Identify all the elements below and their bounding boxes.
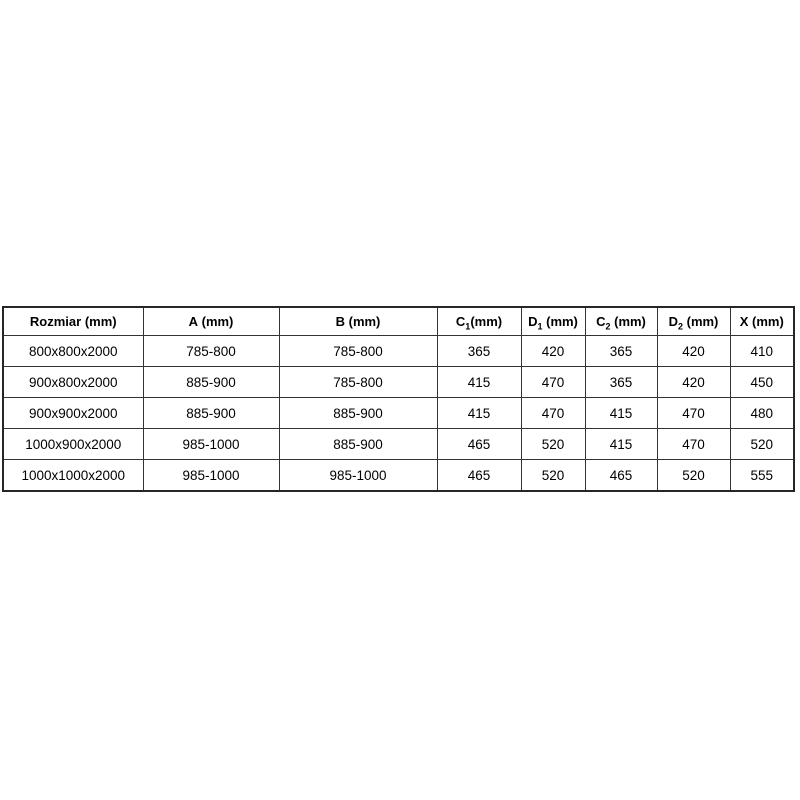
header-text: C xyxy=(596,314,606,329)
table-row: 1000x900x2000 985-1000 885-900 465 520 4… xyxy=(2,428,795,460)
header-subscript: 2 xyxy=(677,321,683,332)
table-cell-b: 885-900 xyxy=(278,397,438,429)
table-cell-rozmiar: 900x800x2000 xyxy=(2,366,144,398)
table-cell-c2: 365 xyxy=(584,335,658,367)
table-cell-x: 410 xyxy=(729,335,795,367)
table-row: 900x900x2000 885-900 885-900 415 470 415… xyxy=(2,397,795,429)
table-row: 900x800x2000 885-900 785-800 415 470 365… xyxy=(2,366,795,398)
table-cell-a: 885-900 xyxy=(142,397,280,429)
table-cell-a: 785-800 xyxy=(142,335,280,367)
header-subscript: 1 xyxy=(537,321,543,332)
header-text: X xyxy=(739,314,749,329)
table-cell-d2: 420 xyxy=(656,366,731,398)
table-cell-rozmiar: 800x800x2000 xyxy=(2,335,144,367)
column-header-c2: C2 (mm) xyxy=(584,306,658,336)
column-header-x: X (mm) xyxy=(729,306,795,336)
column-header-b: B (mm) xyxy=(278,306,438,336)
header-text: (mm) xyxy=(683,314,719,329)
table-cell-d1: 470 xyxy=(520,366,586,398)
table-cell-a: 985-1000 xyxy=(142,459,280,492)
table-cell-c2: 415 xyxy=(584,428,658,460)
table-cell-x: 555 xyxy=(729,459,795,492)
table-row: 1000x1000x2000 985-1000 985-1000 465 520… xyxy=(2,459,795,492)
header-text: (mm) xyxy=(542,314,578,329)
header-row: Rozmiar (mm) A (mm) B (mm) C1(mm) D1 (mm… xyxy=(2,306,795,336)
header-text: (mm) xyxy=(81,314,117,329)
size-spec-table: Rozmiar (mm) A (mm) B (mm) C1(mm) D1 (mm… xyxy=(2,306,795,492)
size-table-container: Rozmiar (mm) A (mm) B (mm) C1(mm) D1 (mm… xyxy=(2,306,795,492)
header-text: (mm) xyxy=(470,314,503,329)
table-row: 800x800x2000 785-800 785-800 365 420 365… xyxy=(2,335,795,367)
table-cell-b: 785-800 xyxy=(278,335,438,367)
column-header-c1: C1(mm) xyxy=(436,306,522,336)
header-text: D xyxy=(668,314,678,329)
table-cell-x: 450 xyxy=(729,366,795,398)
column-header-d1: D1 (mm) xyxy=(520,306,586,336)
table-cell-rozmiar: 1000x900x2000 xyxy=(2,428,144,460)
table-cell-d2: 420 xyxy=(656,335,731,367)
table-cell-b: 785-800 xyxy=(278,366,438,398)
table-cell-x: 480 xyxy=(729,397,795,429)
table-cell-d1: 470 xyxy=(520,397,586,429)
table-cell-a: 885-900 xyxy=(142,366,280,398)
table-cell-d1: 520 xyxy=(520,428,586,460)
table-cell-c1: 365 xyxy=(436,335,522,367)
table-cell-x: 520 xyxy=(729,428,795,460)
table-cell-rozmiar: 900x900x2000 xyxy=(2,397,144,429)
header-text: (mm) xyxy=(610,314,646,329)
column-header-d2: D2 (mm) xyxy=(656,306,731,336)
table-cell-c1: 465 xyxy=(436,459,522,492)
table-cell-b: 985-1000 xyxy=(278,459,438,492)
header-text: C xyxy=(455,314,466,329)
table-cell-d1: 520 xyxy=(520,459,586,492)
header-text: D xyxy=(528,314,538,329)
header-text: (mm) xyxy=(198,314,234,329)
header-text: Rozmiar xyxy=(29,314,82,329)
table-cell-c1: 415 xyxy=(436,366,522,398)
header-text: (mm) xyxy=(748,314,784,329)
header-text: (mm) xyxy=(345,314,381,329)
header-text: A xyxy=(188,314,198,329)
header-subscript: 1 xyxy=(465,321,471,332)
table-cell-c2: 415 xyxy=(584,397,658,429)
table-cell-b: 885-900 xyxy=(278,428,438,460)
column-header-a: A (mm) xyxy=(142,306,280,336)
table-cell-c2: 365 xyxy=(584,366,658,398)
table-cell-a: 985-1000 xyxy=(142,428,280,460)
table-cell-d1: 420 xyxy=(520,335,586,367)
table-cell-d2: 470 xyxy=(656,428,731,460)
table-cell-c2: 465 xyxy=(584,459,658,492)
table-cell-d2: 520 xyxy=(656,459,731,492)
table-cell-d2: 470 xyxy=(656,397,731,429)
header-subscript: 2 xyxy=(605,321,611,332)
table-cell-rozmiar: 1000x1000x2000 xyxy=(2,459,144,492)
table-cell-c1: 415 xyxy=(436,397,522,429)
table-cell-c1: 465 xyxy=(436,428,522,460)
column-header-rozmiar: Rozmiar (mm) xyxy=(2,306,144,336)
header-text: B xyxy=(335,314,345,329)
